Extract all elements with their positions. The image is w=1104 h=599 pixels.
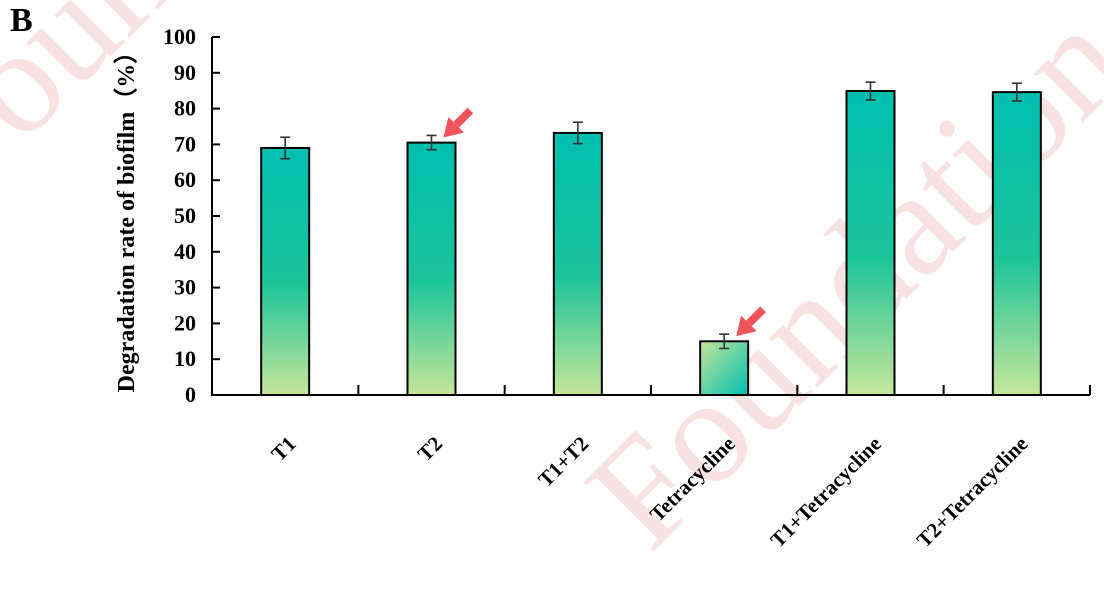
- y-tick-label: 100: [163, 24, 196, 49]
- y-tick-label: 80: [174, 96, 196, 121]
- y-tick-label: 60: [174, 167, 196, 192]
- x-tick-label: T2: [413, 432, 447, 466]
- annotation-arrows: [443, 107, 766, 337]
- bar-t1-t2: [552, 131, 603, 396]
- error-bar: [426, 134, 437, 151]
- error-bar: [280, 136, 291, 160]
- y-tick-label: 90: [174, 60, 196, 85]
- panel-label: B: [10, 2, 33, 39]
- error-bar: [1011, 82, 1022, 102]
- bars: [260, 81, 1042, 397]
- bar-t1-tetracycline: [845, 90, 896, 396]
- watermark: FoundationFoundation: [0, 0, 1104, 578]
- bar-t2-tetracycline: [991, 91, 1042, 397]
- x-tick-label: T2+Tetracycline: [912, 432, 1033, 553]
- y-axis-title: Degradation rate of biofilm（%）: [113, 40, 140, 393]
- bar-t2: [406, 141, 457, 396]
- bar-tetracycline: [699, 340, 750, 396]
- error-bar: [865, 81, 876, 101]
- x-tick-label: T1: [266, 432, 300, 466]
- y-tick-label: 0: [185, 382, 196, 407]
- y-tick-label: 10: [174, 346, 196, 371]
- y-tick-label: 70: [174, 131, 196, 156]
- y-tick-label: 40: [174, 239, 196, 264]
- arrow-icon: [443, 107, 474, 138]
- axes: [211, 36, 1091, 396]
- y-tick-label: 50: [174, 203, 196, 228]
- y-tick-label: 20: [174, 310, 196, 335]
- watermark-text: Foundation: [0, 0, 469, 228]
- bar-t1: [260, 146, 311, 396]
- error-bar: [572, 121, 583, 145]
- error-bar: [719, 333, 730, 350]
- y-tick-label: 30: [174, 275, 196, 300]
- arrow-icon: [736, 306, 766, 337]
